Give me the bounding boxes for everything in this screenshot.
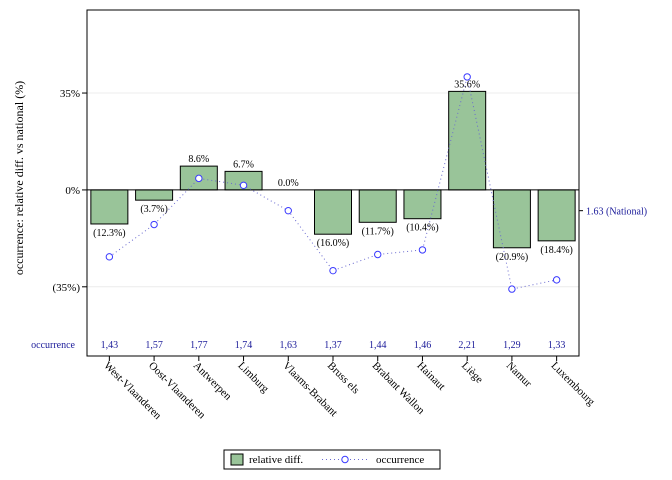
occurrence-point <box>508 285 516 293</box>
occurrence-value: 1,33 <box>548 340 566 351</box>
occurrence-point <box>284 206 292 215</box>
bar <box>358 189 397 223</box>
legend-swatch-relative-diff <box>230 453 244 466</box>
occurrence-series <box>105 73 561 293</box>
y-tick-label: 35% <box>60 88 80 100</box>
bar <box>492 189 531 249</box>
bar-label: (12.3%) <box>93 228 126 239</box>
occurrence-value: 1,29 <box>503 340 521 351</box>
occurrence-value: 1,63 <box>280 340 298 351</box>
legend-box <box>223 449 441 470</box>
occurrence-row: occurrence 1,43 1,57 1,77 1,74 1,63 1,37 1,44 1… <box>31 340 565 351</box>
occurrence-value: 1,74 <box>235 340 253 351</box>
bar-label: 6.7% <box>233 159 254 170</box>
legend: relative diff. occurrence <box>223 449 441 470</box>
bar-label: 35.6% <box>454 79 480 90</box>
occurrence-point <box>105 253 114 261</box>
national-reference: 1.63 (National) <box>579 207 647 218</box>
occurrence-value: 1,44 <box>369 340 387 351</box>
bar <box>90 189 129 225</box>
national-reference-label: 1.63 (National) <box>586 207 647 218</box>
legend-label-occurrence: occurrence <box>376 454 424 466</box>
bar-label: (10.4%) <box>406 223 439 234</box>
occurrence-value: 1,57 <box>145 340 163 351</box>
occurrence-row-label: occurrence <box>31 340 75 351</box>
bar-label: (3.7%) <box>140 204 168 215</box>
legend-marker-occurrence <box>341 455 349 464</box>
bar-label: (18.4%) <box>540 245 573 256</box>
bar <box>448 90 487 191</box>
occurrence-point <box>195 174 203 183</box>
occurrence-value: 1,46 <box>414 340 432 351</box>
grid-lines <box>87 92 579 288</box>
occurrence-point <box>239 181 248 190</box>
bar <box>135 189 174 201</box>
bar-label: (16.0%) <box>317 238 350 249</box>
occurrence-value: 2,21 <box>458 340 476 351</box>
occurrence-point <box>329 266 337 275</box>
y-tick-label: (35%) <box>53 282 81 294</box>
bar <box>537 189 576 242</box>
occurrence-value: 1,43 <box>101 340 119 351</box>
bar-label: (11.7%) <box>362 226 394 237</box>
bar-label: 0.0% <box>278 178 299 189</box>
occurrence-value: 1,37 <box>324 340 342 351</box>
legend-label-relative-diff: relative diff. <box>249 454 303 466</box>
y-axis-label: occurrence: relative diff. vs national (… <box>12 81 26 275</box>
occurrence-point <box>374 250 382 259</box>
occurrence-point <box>150 220 158 229</box>
bar-labels: (12.3%) (3.7%) 8.6% 6.7% 0.0% (16.0%) (11.7%) (… <box>93 79 573 262</box>
y-tick-label: 0% <box>65 185 80 197</box>
occurrence-point <box>418 246 427 254</box>
bar <box>314 189 352 235</box>
bar-label: (20.9%) <box>496 252 529 263</box>
occurrence-point <box>463 73 471 81</box>
y-axis: 35% 0% (35%) <box>53 88 87 294</box>
occurrence-value: 1,77 <box>190 340 208 351</box>
bar-label: 8.6% <box>188 154 209 165</box>
bar <box>403 189 442 220</box>
occurrence-point <box>552 276 561 284</box>
